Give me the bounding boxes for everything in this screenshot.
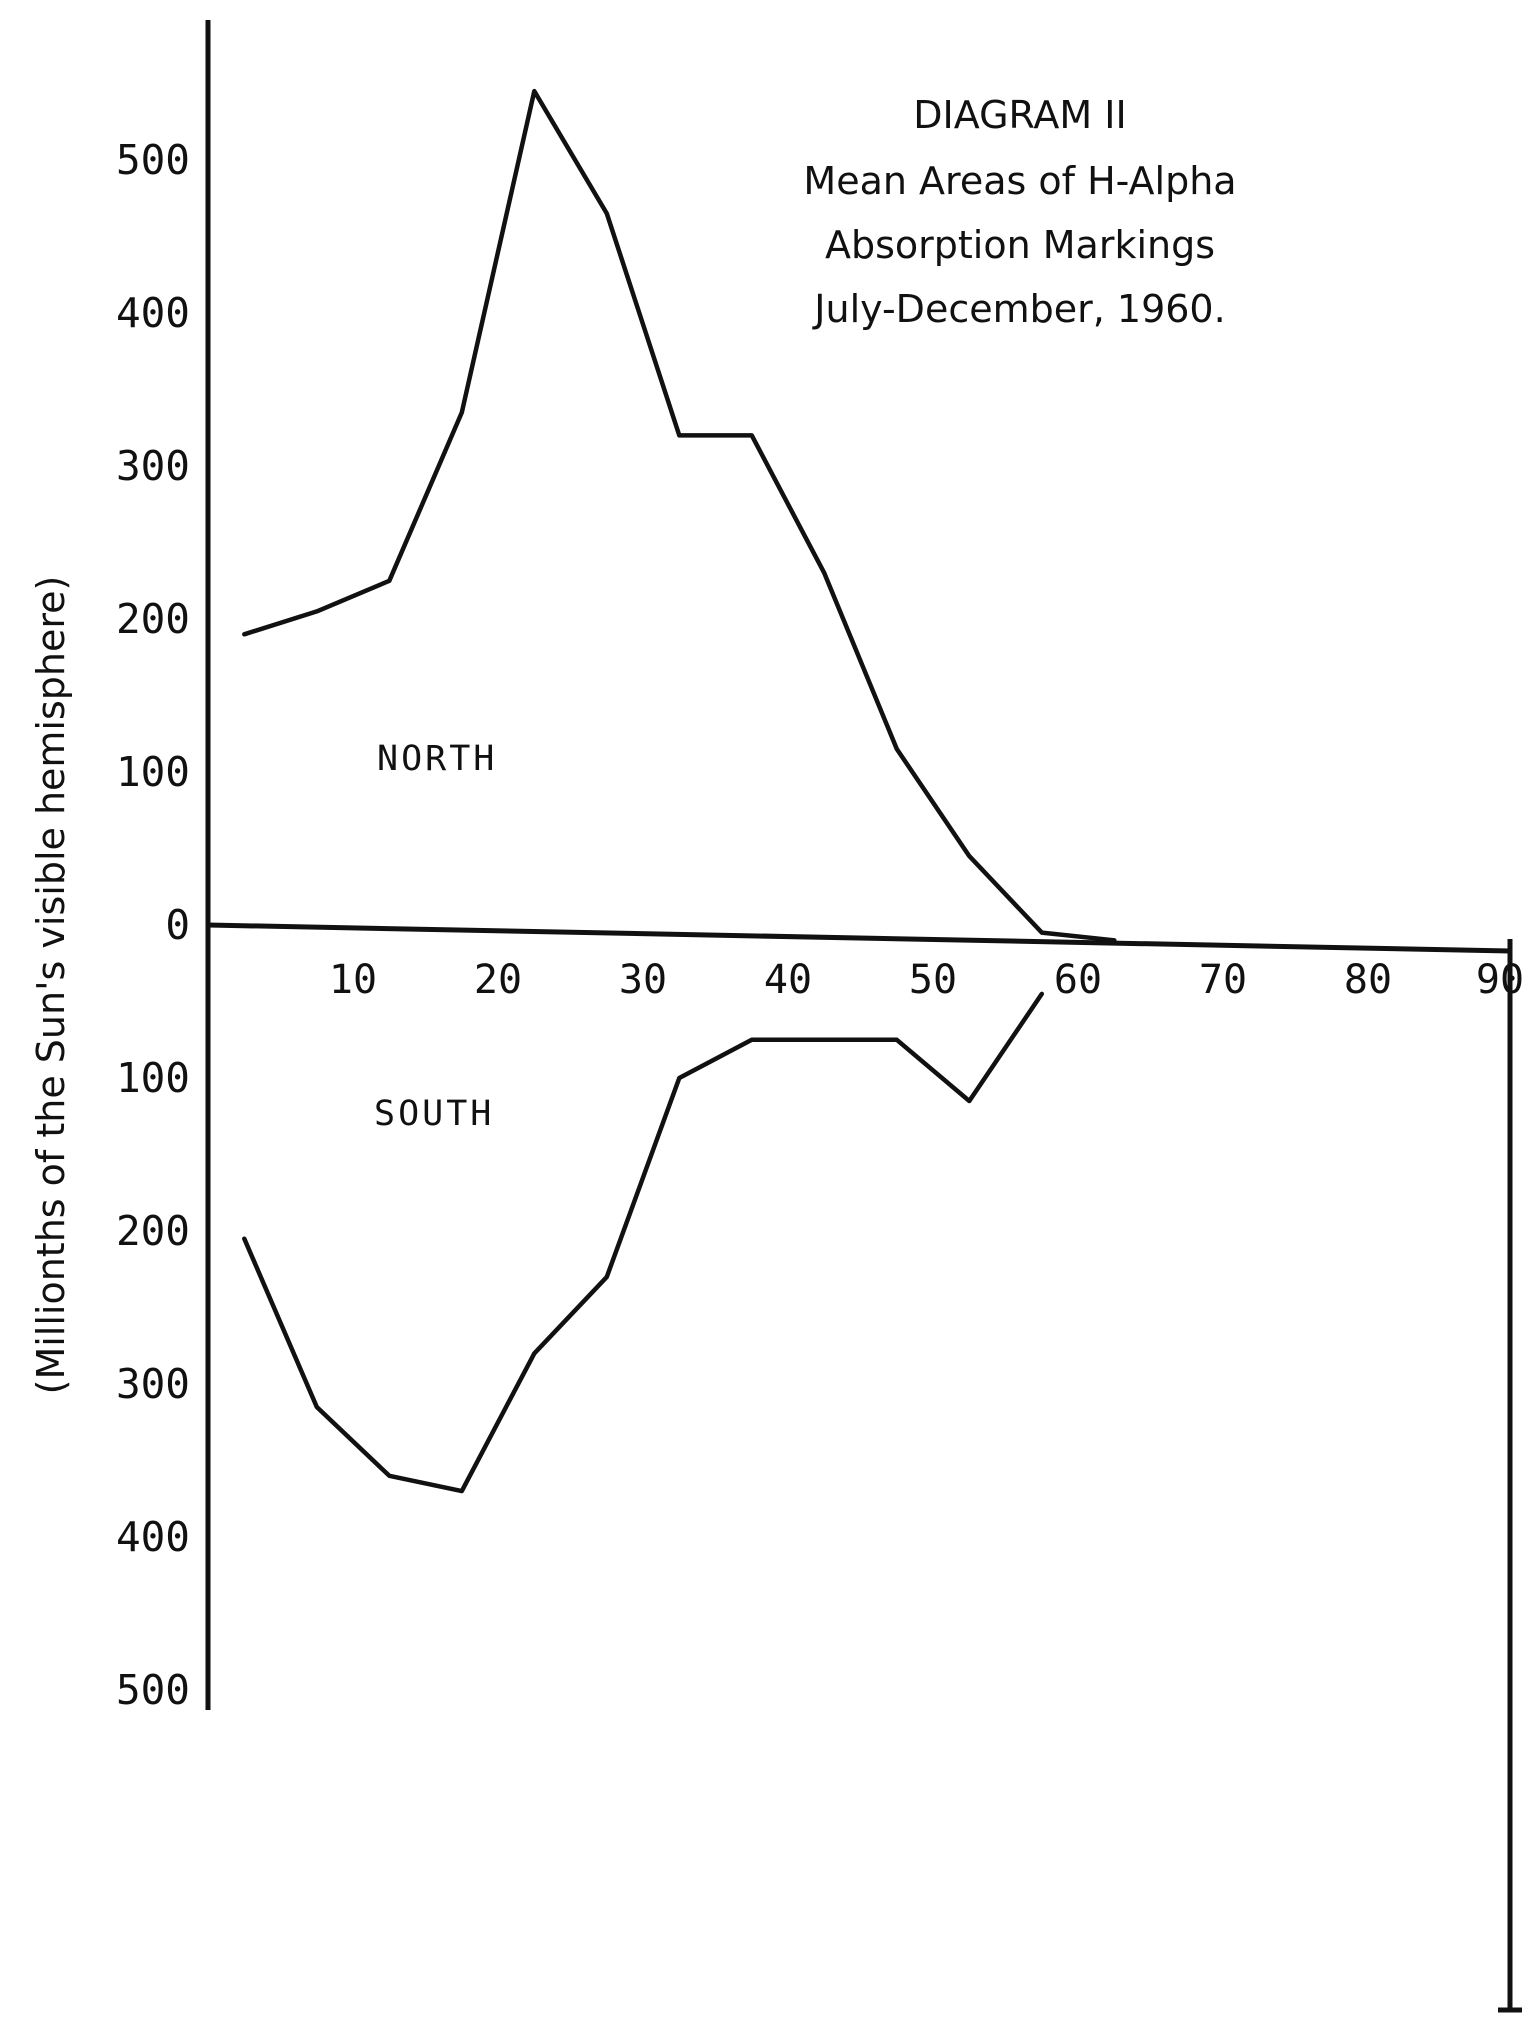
series-line-south xyxy=(242,991,1045,1494)
y-tick-south-100: 100 xyxy=(116,1054,190,1102)
series-line-north xyxy=(242,88,1117,943)
x-tick-80: 80 xyxy=(1344,957,1392,1003)
x-tick-10: 10 xyxy=(329,957,377,1003)
y-axis-label: (Millionths of the Sun's visible hemisph… xyxy=(29,576,73,1395)
title-line-3: Absorption Markings xyxy=(825,223,1215,267)
y-tick-south-200: 200 xyxy=(116,1207,190,1255)
title-line-4: July-December, 1960. xyxy=(812,287,1225,331)
x-tick-90: 90 xyxy=(1476,957,1524,1003)
x-tick-50: 50 xyxy=(909,957,957,1003)
y-tick-north-100: 100 xyxy=(116,748,190,796)
title-line-1: DIAGRAM II xyxy=(913,93,1126,137)
x-tick-labels: 10 20 30 40 50 60 70 80 90 xyxy=(329,957,1524,1003)
y-tick-south-400: 400 xyxy=(116,1513,190,1561)
south-label: SOUTH xyxy=(374,1094,494,1134)
chart-title: DIAGRAM II Mean Areas of H-Alpha Absorpt… xyxy=(803,93,1236,331)
x-tick-60: 60 xyxy=(1054,957,1102,1003)
x-tick-20: 20 xyxy=(474,957,522,1003)
y-tick-north-300: 300 xyxy=(116,442,190,490)
title-line-2: Mean Areas of H-Alpha xyxy=(803,159,1236,203)
north-label: NORTH xyxy=(377,739,497,779)
y-tick-south-500: 500 xyxy=(116,1666,190,1714)
y-tick-south-300: 300 xyxy=(116,1360,190,1408)
x-tick-30: 30 xyxy=(619,957,667,1003)
x-axis-line xyxy=(207,922,1522,2013)
x-tick-40: 40 xyxy=(764,957,812,1003)
y-tick-north-200: 200 xyxy=(116,595,190,643)
y-tick-north-400: 400 xyxy=(116,289,190,337)
x-tick-70: 70 xyxy=(1199,957,1247,1003)
y-tick-north-500: 500 xyxy=(116,136,190,184)
series-layer xyxy=(242,88,1117,1494)
y-tick-north-0: 0 xyxy=(165,901,190,949)
y-tick-labels: 0 100 200 300 400 500 100 200 300 400 500 xyxy=(116,136,190,1714)
